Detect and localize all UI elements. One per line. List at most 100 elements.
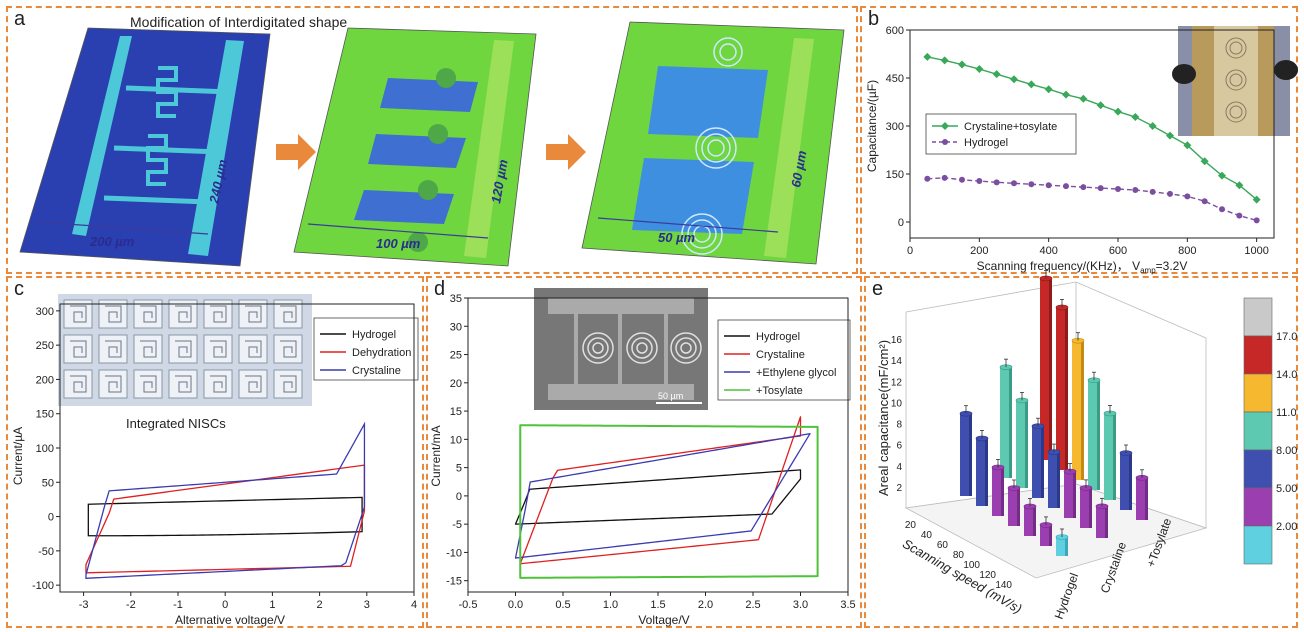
x-tick-label: 400	[1039, 245, 1057, 257]
bar-shade	[985, 438, 988, 506]
legend-c: Hydrogel Dehydration Crystaline	[313, 317, 419, 381]
chart-d: 50 µm Current/mA Voltage/V Hydrogel Cryst…	[429, 288, 856, 627]
data-point	[1132, 187, 1139, 193]
inset-cell-spiral	[175, 375, 192, 393]
data-point	[923, 52, 932, 61]
dim-width-1: 200 µm	[89, 234, 135, 249]
y-axis-title: Current/µA	[11, 427, 25, 485]
inset-photo-b	[1172, 26, 1298, 136]
inset-cell-spiral	[245, 305, 262, 323]
inset-sem-d: 50 µm	[534, 288, 708, 410]
inset-cell-spiral	[210, 375, 227, 393]
inset-cell-spiral	[280, 375, 297, 393]
panel-a: a Modification of Interdigitated shape 2…	[6, 6, 858, 274]
x-tick-label: 0	[907, 245, 913, 257]
y-tick-label: 0	[48, 512, 54, 524]
x-tick-label: 800	[1178, 245, 1196, 257]
z-tick-label: 12	[891, 377, 903, 388]
bar-shade	[1113, 413, 1116, 500]
panel-e: e Areal capacitance(mF/cm²) Scanning spe…	[864, 270, 1298, 628]
y-tick-label: 300	[36, 306, 54, 318]
inset-cell	[238, 299, 268, 329]
inset-cell	[238, 369, 268, 399]
dim-width-3: 50 µm	[658, 230, 696, 245]
x-tick-label: 60	[937, 540, 949, 551]
inset-cell	[98, 299, 128, 329]
bar-shade	[1049, 278, 1052, 460]
inset-cell	[168, 369, 198, 399]
inset-cell-spiral	[140, 305, 157, 323]
inset-cell	[98, 334, 128, 364]
y-tick-label: 150	[886, 169, 904, 181]
data-point	[1167, 190, 1173, 197]
bar-shade	[1025, 400, 1028, 488]
x-axis-title: Alternative voltage/V	[175, 613, 285, 627]
inset-cell	[133, 334, 163, 364]
inset-cell	[63, 334, 93, 364]
inset-cell-spiral	[210, 340, 227, 358]
bar-shade	[1089, 487, 1092, 528]
legend-label: Crystaline+tosylate	[964, 121, 1057, 133]
data-point	[1063, 183, 1069, 190]
x-tick-label: 140	[995, 580, 1012, 591]
inset-cell	[63, 369, 93, 399]
data-point	[1236, 212, 1243, 219]
panel-letter-b: b	[868, 8, 880, 30]
data-point	[1010, 75, 1018, 84]
x-tick-label: 1000	[1244, 245, 1268, 257]
data-point	[1219, 206, 1225, 213]
panel-d: d 50 µm Current/mA Voltage/V Hydrogel Cry…	[426, 276, 862, 628]
data-point	[1028, 181, 1035, 188]
data-point	[1097, 185, 1104, 192]
y-tick-label: 35	[450, 293, 462, 305]
bar-shade	[1065, 307, 1068, 470]
inset-cell	[273, 299, 303, 329]
x-tick-label: 1.0	[603, 599, 618, 611]
device-200um	[19, 27, 271, 267]
legend-label: +Ethylene glycol	[756, 367, 836, 379]
arrow-right-icon	[546, 134, 586, 170]
inset-cell	[203, 299, 233, 329]
x-tick-label: 0.5	[555, 599, 570, 611]
cv-loop	[87, 496, 363, 537]
bar-shade	[1145, 477, 1148, 520]
x-axis-title: Scanning frequency/(KHz)， Vamp=3.2V	[977, 259, 1188, 275]
inset-cell-spiral	[105, 375, 122, 393]
x-tick-label: 40	[921, 530, 933, 541]
y-tick-label: 15	[450, 406, 462, 418]
data-point	[1079, 94, 1088, 103]
colorbar-label: 8.00	[1276, 445, 1297, 457]
y-tick-label: 600	[886, 25, 904, 37]
z-tick-label: 4	[896, 462, 902, 473]
data-point	[992, 70, 1001, 79]
bar-shade	[1057, 452, 1060, 508]
y-tick-label: 200	[36, 374, 54, 386]
colorbar-swatch	[1243, 335, 1273, 375]
legend-label: Crystaline	[756, 349, 805, 361]
chart-b: Capacitance/(µF) Scanning frequency/(KHz…	[865, 25, 1298, 275]
data-point	[1148, 122, 1157, 130]
dim-height-3: 60 µm	[788, 149, 809, 189]
colorbar-swatch	[1243, 297, 1273, 337]
inset-cell-spiral	[70, 375, 87, 393]
z-tick-label: 6	[896, 441, 902, 452]
y-axis-title: Current/mA	[429, 425, 443, 486]
inset-image-c	[58, 294, 312, 406]
data-point	[993, 179, 1000, 186]
y-tick-label: 30	[450, 321, 462, 333]
inset-cell-spiral	[105, 305, 122, 323]
inset-cell-spiral	[210, 305, 227, 323]
panel-a-title: Modification of Interdigitated shape	[130, 14, 348, 30]
colorbar-label: 5.00	[1276, 483, 1297, 495]
x-tick-label: 1.5	[650, 599, 665, 611]
data-point	[1200, 157, 1209, 166]
x-tick-label: 120	[979, 570, 996, 581]
data-point	[924, 175, 931, 182]
data-point	[1096, 101, 1105, 110]
data-point	[1166, 131, 1174, 140]
colorbar-swatch	[1243, 411, 1273, 451]
x-tick-label: 3.5	[840, 599, 855, 611]
data-point	[1080, 184, 1087, 191]
inset-cell	[273, 369, 303, 399]
legend-label: Hydrogel	[756, 331, 800, 343]
